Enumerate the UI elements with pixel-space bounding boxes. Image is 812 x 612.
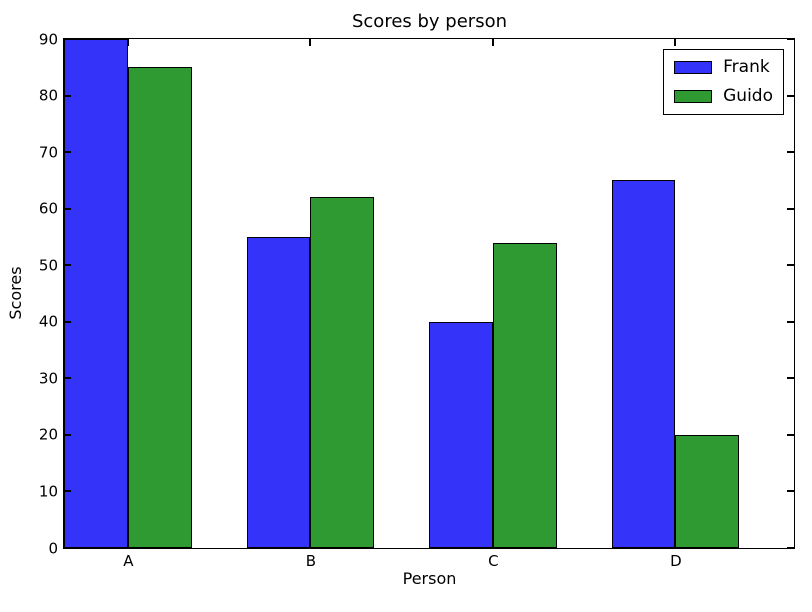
x-tick-label-b: B bbox=[305, 552, 317, 570]
y-tick-right-90 bbox=[787, 38, 794, 40]
y-tick-right-20 bbox=[787, 433, 794, 436]
x-tick-top-a bbox=[126, 39, 129, 46]
legend-label-guido: Guido bbox=[723, 85, 773, 106]
y-tick-label-40: 40 bbox=[38, 312, 58, 331]
y-tick-label-60: 60 bbox=[38, 199, 58, 218]
y-tick-label-20: 20 bbox=[38, 425, 58, 444]
x-tick-label-d: D bbox=[670, 552, 682, 570]
legend: Frank Guido bbox=[663, 49, 784, 116]
y-tick-label-90: 90 bbox=[38, 30, 58, 48]
chart-title: Scores by person bbox=[351, 11, 507, 32]
x-tick-bottom-c bbox=[491, 541, 494, 548]
legend-swatch-guido bbox=[674, 89, 713, 103]
bar-frank-c bbox=[429, 321, 493, 548]
y-tick-left-10 bbox=[64, 490, 71, 493]
bar-guido-a bbox=[127, 67, 192, 548]
legend-swatch-frank bbox=[674, 61, 713, 75]
y-tick-right-10 bbox=[787, 490, 794, 493]
y-tick-left-50 bbox=[64, 264, 71, 267]
bar-frank-d bbox=[611, 180, 676, 548]
bar-guido-d bbox=[675, 434, 740, 548]
y-tick-right-30 bbox=[787, 377, 794, 380]
bar-guido-c bbox=[492, 242, 557, 548]
x-tick-bottom-d bbox=[674, 541, 677, 548]
y-tick-left-80 bbox=[64, 94, 71, 97]
legend-item-guido: Guido bbox=[674, 85, 773, 107]
y-tick-label-30: 30 bbox=[38, 369, 58, 388]
x-axis-label: Person bbox=[402, 569, 457, 588]
y-tick-left-70 bbox=[64, 151, 71, 154]
x-tick-bottom-a bbox=[126, 541, 129, 548]
y-tick-label-70: 70 bbox=[38, 143, 58, 162]
plot-area: Frank Guido bbox=[63, 38, 795, 549]
y-tick-right-70 bbox=[787, 151, 794, 154]
y-tick-right-80 bbox=[787, 94, 794, 97]
y-tick-label-80: 80 bbox=[38, 86, 58, 105]
y-tick-label-10: 10 bbox=[38, 482, 58, 501]
bar-guido-b bbox=[310, 197, 375, 548]
y-tick-left-40 bbox=[64, 320, 71, 323]
y-tick-right-0 bbox=[787, 547, 794, 549]
x-tick-top-b bbox=[309, 39, 312, 46]
y-tick-right-60 bbox=[787, 207, 794, 210]
y-tick-left-30 bbox=[64, 377, 71, 380]
y-tick-label-0: 0 bbox=[48, 539, 58, 557]
x-tick-label-a: A bbox=[123, 552, 134, 570]
y-tick-right-50 bbox=[787, 264, 794, 267]
bar-frank-a bbox=[64, 39, 128, 548]
bar-frank-b bbox=[246, 236, 311, 548]
y-tick-right-40 bbox=[787, 320, 794, 323]
x-tick-top-c bbox=[491, 39, 494, 46]
y-tick-label-50: 50 bbox=[38, 256, 58, 275]
y-tick-left-90 bbox=[64, 38, 71, 40]
y-tick-left-20 bbox=[64, 433, 71, 436]
legend-item-frank: Frank bbox=[674, 57, 773, 78]
x-tick-top-d bbox=[674, 39, 677, 46]
y-tick-left-60 bbox=[64, 207, 71, 210]
legend-label-frank: Frank bbox=[723, 57, 770, 77]
x-tick-bottom-b bbox=[309, 541, 312, 548]
y-axis-label: Scores bbox=[6, 266, 25, 320]
x-tick-label-c: C bbox=[488, 552, 499, 570]
y-tick-left-0 bbox=[64, 547, 71, 549]
